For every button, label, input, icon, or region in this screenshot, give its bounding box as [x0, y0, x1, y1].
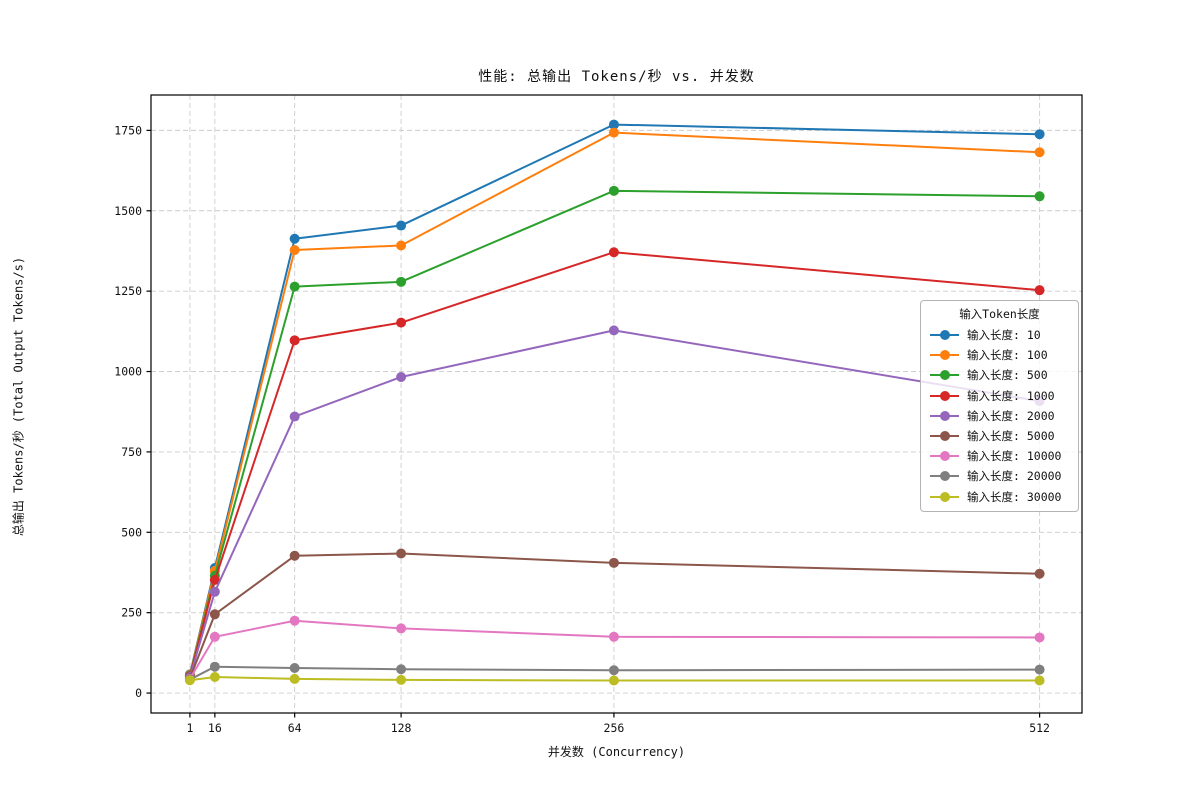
- data-point: [209, 631, 220, 642]
- data-point: [289, 673, 300, 684]
- data-point: [1034, 285, 1045, 296]
- legend-item-3: 输入长度: 1000: [921, 386, 1078, 406]
- data-point: [209, 661, 220, 672]
- legend-item-4: 输入长度: 2000: [921, 406, 1078, 426]
- legend-item-2: 输入长度: 500: [921, 365, 1078, 385]
- data-point: [396, 674, 407, 685]
- data-point: [608, 675, 619, 686]
- legend-label: 输入长度: 1000: [967, 388, 1055, 403]
- x-axis-label: 并发数 (Concurrency): [547, 745, 686, 759]
- data-point: [608, 127, 619, 138]
- axes-frame: [150, 94, 1083, 714]
- legend-marker-icon: [930, 471, 959, 482]
- legend-label: 输入长度: 100: [967, 348, 1048, 363]
- legend-item-8: 输入长度: 30000: [921, 487, 1078, 507]
- legend-label: 输入长度: 500: [967, 368, 1048, 383]
- y-tick-label: 1500: [114, 204, 142, 218]
- legend-item-6: 输入长度: 10000: [921, 446, 1078, 466]
- data-point: [608, 247, 619, 258]
- data-point: [289, 662, 300, 673]
- data-point: [1034, 147, 1045, 158]
- series-line-3: [188, 251, 1040, 677]
- legend-marker-icon: [930, 451, 959, 462]
- x-tick-label: 512: [1029, 721, 1050, 735]
- data-point: [209, 609, 220, 620]
- data-point: [608, 119, 619, 130]
- legend-item-0: 输入长度: 10: [921, 325, 1078, 345]
- data-point: [184, 675, 195, 686]
- legend-label: 输入长度: 10: [967, 328, 1041, 343]
- data-point: [396, 623, 407, 634]
- data-point: [289, 550, 300, 561]
- y-tick-label: 1250: [114, 284, 142, 298]
- legend-marker-icon: [930, 370, 959, 381]
- data-point: [209, 671, 220, 682]
- data-point: [1034, 129, 1045, 140]
- data-point: [209, 586, 220, 597]
- data-point: [1034, 568, 1045, 579]
- legend-marker-icon: [930, 410, 959, 421]
- series-line-2: [188, 189, 1040, 676]
- x-tick-label: 1: [186, 721, 193, 735]
- data-point: [1034, 664, 1045, 675]
- legend-label: 输入长度: 30000: [967, 489, 1062, 504]
- data-point: [608, 185, 619, 196]
- series-line-0: [188, 123, 1040, 675]
- data-point: [396, 548, 407, 559]
- data-point: [1034, 675, 1045, 686]
- legend-title: 输入Token长度: [959, 307, 1040, 321]
- data-point: [608, 631, 619, 642]
- legend-marker-icon: [930, 330, 959, 341]
- data-point: [209, 574, 220, 585]
- y-tick-label: 0: [135, 686, 142, 700]
- legend-label: 输入长度: 2000: [967, 408, 1055, 423]
- x-tick-label: 128: [391, 721, 412, 735]
- data-point: [289, 411, 300, 422]
- legend-item-5: 输入长度: 5000: [921, 426, 1078, 446]
- data-point: [608, 325, 619, 336]
- data-point: [1034, 632, 1045, 643]
- legend-marker-icon: [930, 491, 959, 502]
- series-line-6: [189, 619, 1040, 680]
- legend: 输入Token长度 输入长度: 10 输入长度: 100 输入长度: 500 输入长度…: [920, 300, 1079, 512]
- data-point: [1034, 191, 1045, 202]
- chart-title: 性能: 总输出 Tokens/秒 vs. 并发数: [478, 69, 755, 85]
- data-point: [396, 664, 407, 675]
- legend-marker-icon: [930, 350, 959, 361]
- legend-marker-icon: [930, 431, 959, 442]
- series-line-1: [188, 131, 1040, 676]
- data-point: [289, 244, 300, 255]
- legend-label: 输入长度: 10000: [967, 449, 1062, 464]
- y-tick-label: 1000: [114, 365, 142, 379]
- data-point: [289, 335, 300, 346]
- data-point: [396, 317, 407, 328]
- y-tick-label: 1750: [114, 123, 142, 137]
- series-line-4: [188, 329, 1040, 678]
- data-point: [289, 233, 300, 244]
- data-point: [396, 371, 407, 382]
- x-tick-label: 256: [604, 721, 625, 735]
- data-point: [289, 615, 300, 626]
- legend-label: 输入长度: 20000: [967, 469, 1062, 484]
- y-tick-label: 750: [121, 445, 142, 459]
- x-tick-label: 64: [288, 721, 302, 735]
- data-point: [289, 281, 300, 292]
- y-tick-label: 500: [121, 525, 142, 539]
- legend-item-1: 输入长度: 100: [921, 345, 1078, 365]
- data-point: [396, 220, 407, 231]
- legend-label: 输入长度: 5000: [967, 429, 1055, 444]
- series-line-5: [188, 552, 1040, 679]
- legend-marker-icon: [930, 390, 959, 401]
- data-point: [396, 240, 407, 251]
- data-point: [608, 665, 619, 676]
- legend-items: 输入长度: 10 输入长度: 100 输入长度: 500 输入长度: 1000 输入长度…: [921, 325, 1078, 507]
- data-point: [396, 276, 407, 287]
- y-tick-label: 250: [121, 606, 142, 620]
- x-tick-label: 16: [208, 721, 222, 735]
- legend-item-7: 输入长度: 20000: [921, 466, 1078, 486]
- data-point: [608, 557, 619, 568]
